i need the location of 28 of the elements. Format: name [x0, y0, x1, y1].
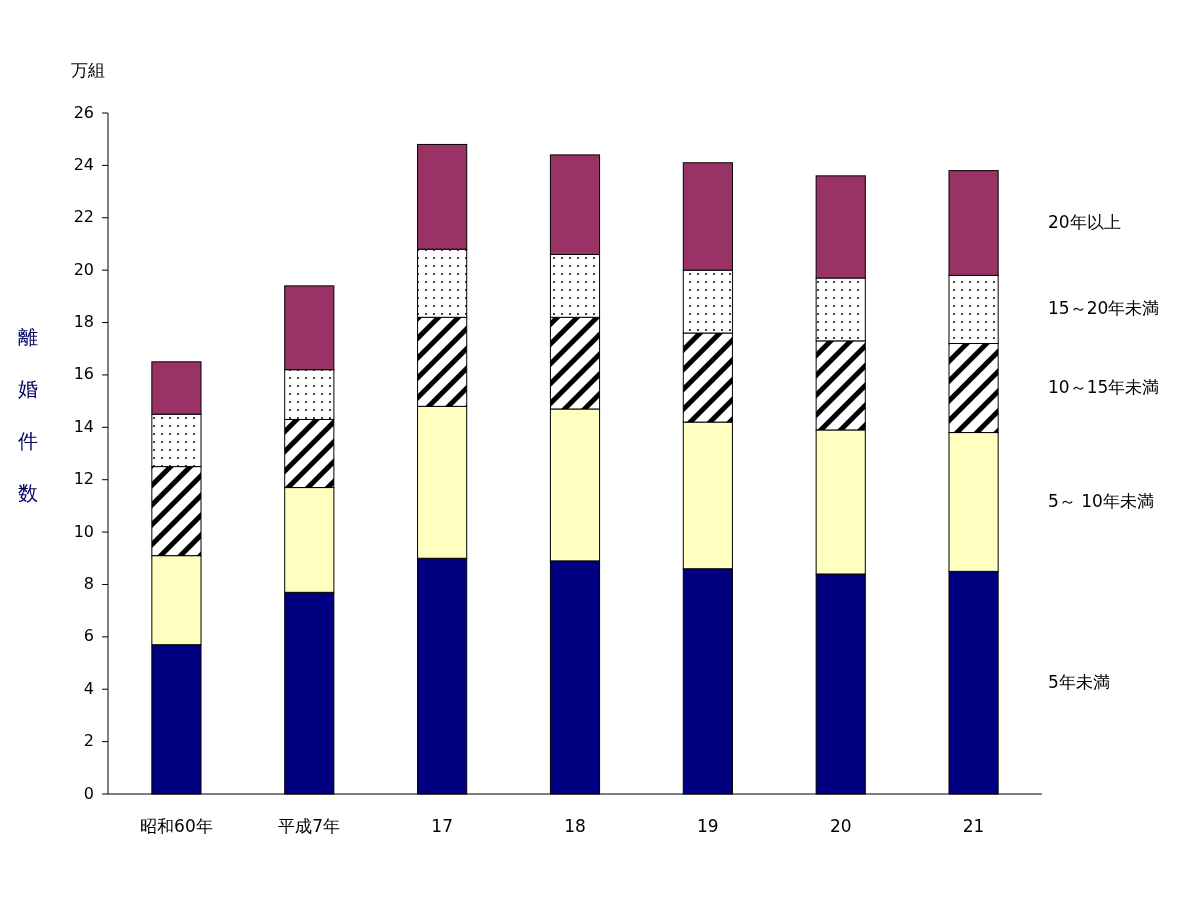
x-tick-label: 17	[431, 816, 453, 836]
x-tick-label: 20	[829, 816, 852, 836]
y-tick-label: 14	[73, 416, 94, 436]
y-tick-label: 22	[73, 207, 94, 227]
y-tick-label: 18	[73, 312, 94, 332]
y-tick-label: 2	[83, 731, 94, 751]
text: 離婚件数	[18, 324, 38, 505]
text: 10～15年未満	[1048, 377, 1160, 398]
y-tick-label: 24	[73, 154, 94, 174]
x-tick-label: 昭和60年	[140, 816, 213, 836]
y-tick-label: 16	[73, 364, 94, 384]
x-tick-label: 21	[962, 816, 985, 836]
y-tick-label: 20	[73, 259, 94, 279]
y-tick-label: 6	[83, 626, 94, 646]
x-tick-label: 18	[564, 816, 586, 836]
text: 15～20年未満	[1048, 298, 1160, 319]
y-tick-label: 0	[83, 783, 94, 803]
x-tick-label: 平成7年	[278, 816, 341, 836]
y-tick-label: 12	[73, 469, 94, 489]
y-tick-label: 10	[73, 521, 94, 541]
y-tick-label: 8	[83, 573, 94, 593]
x-tick-label: 19	[697, 816, 719, 836]
text: 5～ 10年未満	[1048, 490, 1154, 511]
text: 20年以上	[1048, 212, 1121, 233]
y-tick-label: 26	[73, 102, 94, 122]
y-tick-label: 4	[83, 678, 94, 698]
text: 万組	[71, 60, 105, 80]
text: 5年未満	[1048, 671, 1110, 692]
